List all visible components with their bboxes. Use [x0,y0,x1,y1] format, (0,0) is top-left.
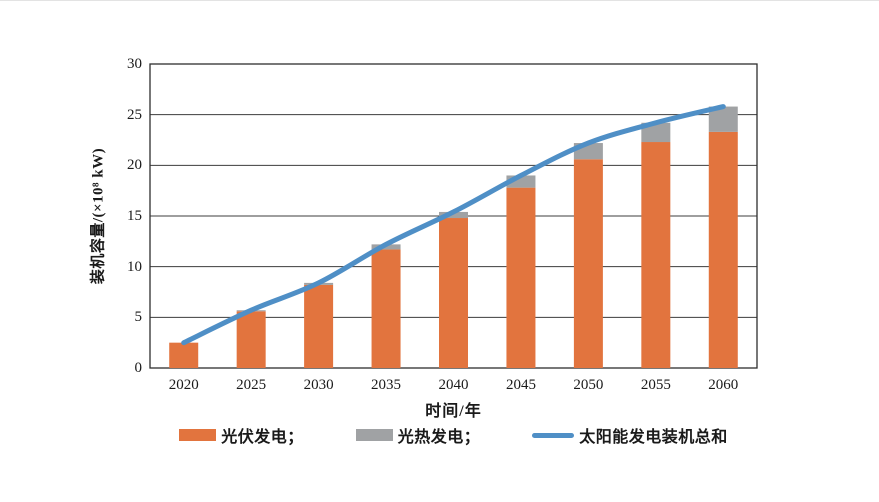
x-tick-label-2020: 2020 [168,377,199,393]
bar-pv-2025 [236,311,266,368]
legend-label-total: 太阳能发电装机总和 [579,429,728,446]
bar-pv-2050 [573,159,603,368]
legend-item-csp: 光热发电； [355,423,481,447]
x-axis-title: 时间/年 [425,403,482,420]
y-tick-label-10: 10 [127,258,142,275]
bar-pv-2020 [169,342,199,368]
legend-label-pv: 光伏发电； [221,429,304,446]
legend-item-total: 太阳能发电装机总和 [532,423,728,447]
y-tick-label-20: 20 [127,157,142,174]
y-tick-label-25: 25 [127,106,142,123]
total-line-swatch-icon [532,432,575,438]
y-tick-label-30: 30 [127,56,142,72]
legend-item-pv: 光伏发电； [179,423,304,447]
x-tick-label-2035: 2035 [371,377,402,393]
total-line [181,104,726,346]
legend: 光伏发电； 光热发电； 太阳能发电装机总和 [150,423,757,447]
x-tick-label-2060: 2060 [708,377,739,393]
legend-label-csp: 光热发电； [397,429,481,446]
bar-csp-2055 [641,122,671,143]
bar-pv-2060 [708,131,738,368]
x-tick-label-2050: 2050 [573,377,604,393]
y-tick-label-15: 15 [127,208,142,224]
y-tick-label-0: 0 [134,360,143,376]
x-tick-label-2055: 2055 [640,377,671,393]
x-tick-label-2030: 2030 [303,377,334,393]
bar-pv-2030 [304,284,334,368]
y-tick-label-5: 5 [134,309,143,326]
bar-pv-2035 [371,249,401,368]
x-tick-label-2045: 2045 [505,377,536,393]
y-axis-title: 装机容量/(×10⁸ kW) [90,147,107,285]
bar-pv-2040 [439,218,468,368]
x-tick-label-2040: 2040 [438,377,469,393]
pv-bar-swatch-icon [179,429,217,441]
bar-csp-2040 [439,211,468,219]
x-tick-label-2025: 2025 [236,377,267,393]
bar-pv-2045 [506,187,536,368]
csp-bar-swatch-icon [355,429,393,441]
bar-pv-2055 [641,142,671,368]
